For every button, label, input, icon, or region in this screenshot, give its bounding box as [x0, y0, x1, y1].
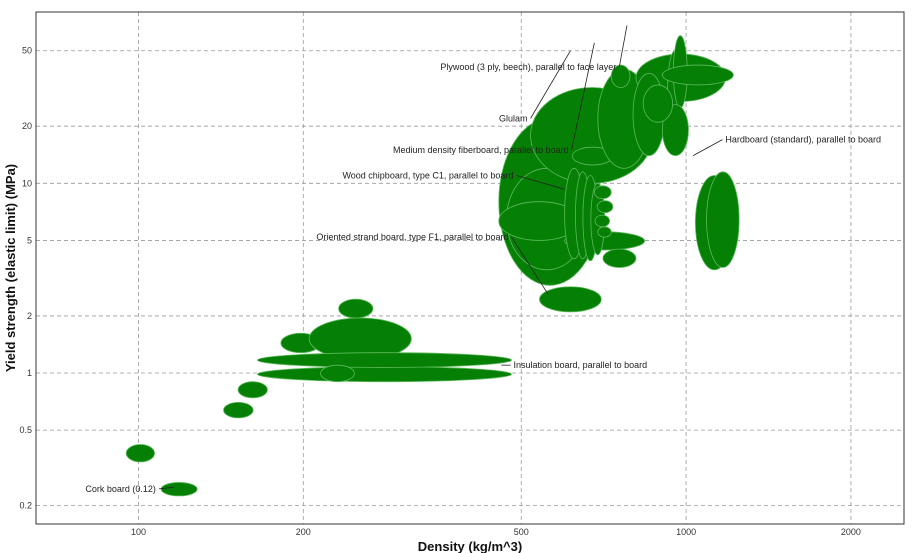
material-bubble: [593, 185, 612, 200]
material-bubble: [539, 286, 602, 313]
material-bubble: [706, 171, 740, 268]
annotation-label: Insulation board, parallel to board: [514, 360, 648, 370]
annotation-leader-line: [158, 486, 174, 490]
annotation-label: Oriented strand board, type F1, parallel…: [316, 232, 508, 242]
annotation-leader-line: [618, 25, 628, 68]
material-bubble: [642, 84, 674, 123]
material-bubble: [596, 200, 614, 214]
gridlines: [36, 12, 904, 524]
y-tick-label: 20: [22, 121, 32, 131]
y-tick-label: 0.5: [19, 425, 32, 435]
y-axis-label: Yield strength (elastic limit) (MPa): [3, 164, 18, 372]
annotation-leader-line: [571, 42, 595, 150]
plot-area: [35, 11, 905, 525]
x-tick-label: 1000: [676, 527, 696, 537]
annotation-leader-line: [516, 175, 565, 190]
annotation-label: Medium density fiberboard, parallel to b…: [393, 145, 569, 155]
data-bubbles: [125, 35, 740, 497]
y-tick-label: 2: [27, 311, 32, 321]
x-tick-label: 2000: [841, 527, 861, 537]
material-bubble: [257, 366, 512, 383]
material-bubble: [160, 482, 198, 497]
annotation-label: Wood chipboard, type C1, parallel to boa…: [342, 170, 513, 180]
material-bubble: [661, 64, 734, 86]
material-bubble: [257, 352, 512, 368]
x-tick-label: 100: [131, 527, 146, 537]
y-tick-label: 0.2: [19, 501, 32, 511]
annotation-leader-line: [530, 50, 571, 119]
annotation-leader-line: [692, 139, 723, 156]
x-tick-label: 500: [514, 527, 529, 537]
material-bubble: [125, 444, 155, 463]
annotation-label: Hardboard (standard), parallel to board: [725, 135, 881, 145]
material-bubble: [223, 402, 254, 419]
y-tick-label: 10: [22, 178, 32, 188]
y-tick-label: 5: [27, 235, 32, 245]
material-bubble: [597, 226, 612, 238]
material-bubble: [610, 64, 631, 88]
material-bubble: [320, 364, 355, 383]
x-axis-label: Density (kg/m^3): [418, 539, 522, 553]
tick-labels: 100 200 500 1000 2000 0.2 0.5 1 2 5 10 20 50: [19, 46, 860, 537]
x-tick-label: 200: [296, 527, 311, 537]
annotations: Plywood (3 ply, beech), parallel to face…: [85, 25, 881, 494]
material-bubble: [338, 298, 374, 319]
y-tick-label: 1: [27, 368, 32, 378]
annotation-label: Plywood (3 ply, beech), parallel to face…: [440, 62, 616, 72]
annotation-leader-line: [511, 236, 549, 295]
material-bubble: [594, 214, 610, 228]
material-bubble: [237, 381, 268, 399]
material-bubble: [661, 104, 689, 156]
annotation-label: Cork board (0.12): [85, 484, 156, 494]
annotation-label: Glulam: [499, 113, 528, 123]
material-bubble: [602, 248, 637, 268]
y-tick-label: 50: [22, 46, 32, 56]
